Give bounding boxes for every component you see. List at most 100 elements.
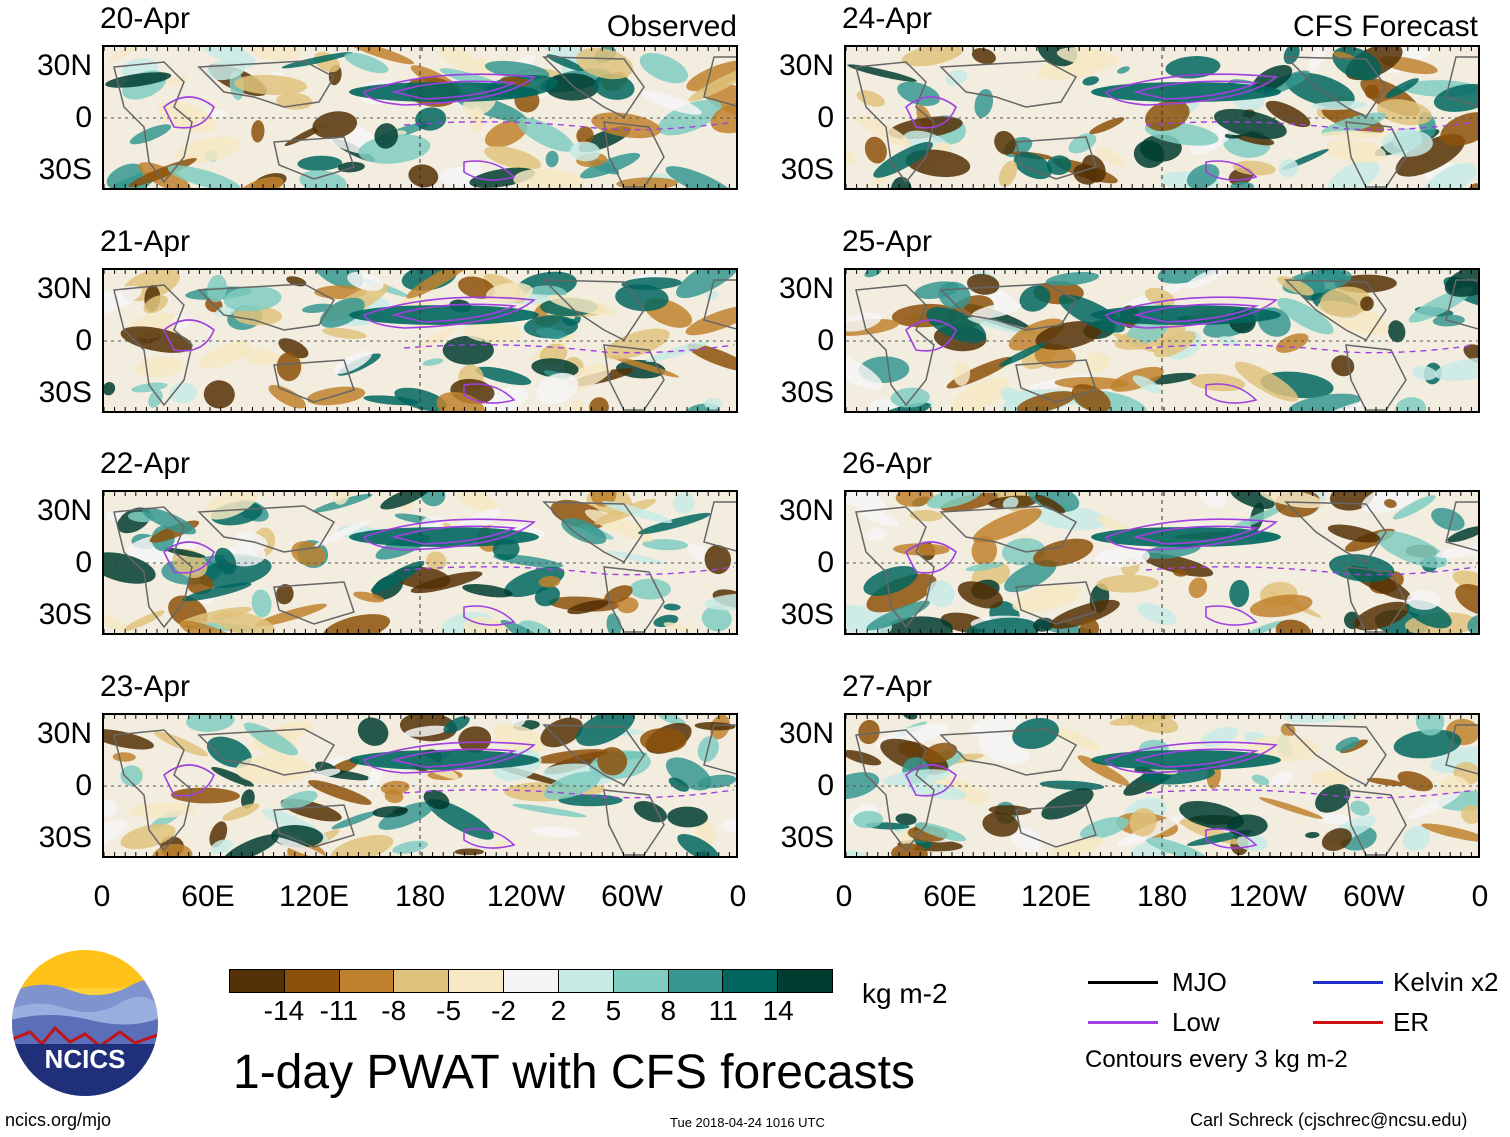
colorbar-swatch <box>449 970 505 992</box>
longitude-label: 0 <box>835 880 853 913</box>
pwat-anomaly-map <box>844 713 1480 858</box>
latitude-label: 30S <box>38 153 92 186</box>
panel-date: 23-Apr <box>100 670 191 703</box>
panel-date: 25-Apr <box>842 225 933 258</box>
legend-label-er: ER <box>1393 1007 1430 1037</box>
map-panel <box>102 490 738 635</box>
map-panel <box>102 45 738 190</box>
colorbar <box>229 969 833 993</box>
colorbar-swatch <box>613 970 669 992</box>
map-panel <box>844 268 1480 413</box>
colorbar-swatch <box>558 970 614 992</box>
latitude-label: 30N <box>778 49 834 82</box>
longitude-label: 60W <box>1343 880 1405 913</box>
cfs-forecast-label: CFS Forecast <box>1292 10 1478 43</box>
latitude-label: 30S <box>38 598 92 631</box>
colorbar-swatch <box>339 970 395 992</box>
footer-timestamp: Tue 2018-04-24 1016 UTC <box>670 1115 825 1130</box>
panel-date: 22-Apr <box>100 447 191 480</box>
colorbar-swatch <box>668 970 724 992</box>
longitude-label: 60W <box>601 880 663 913</box>
legend-line-kelvin <box>1313 981 1383 984</box>
colorbar-swatch <box>284 970 340 992</box>
map-panel <box>102 268 738 413</box>
pwat-anomaly-map <box>844 45 1480 190</box>
longitude-label: 120E <box>1020 880 1092 913</box>
longitude-label: 60E <box>923 880 977 913</box>
latitude-label: 0 <box>817 769 834 802</box>
latitude-label: 30S <box>780 376 834 409</box>
latitude-label: 30N <box>36 494 92 527</box>
panel-date: 26-Apr <box>842 447 933 480</box>
colorbar-swatch <box>504 970 559 992</box>
colorbar-swatch <box>230 970 285 992</box>
colorbar-tick-label: -14 <box>263 995 305 1026</box>
legend-line-mjo <box>1088 981 1158 984</box>
longitude-label: 0 <box>1471 880 1489 913</box>
latitude-label: 0 <box>75 324 92 357</box>
longitude-label: 0 <box>729 880 747 913</box>
latitude-label: 30N <box>778 717 834 750</box>
colorbar-units: kg m-2 <box>862 978 948 1009</box>
logo-text: NCICS <box>45 1044 126 1074</box>
contour-interval-note: Contours every 3 kg m-2 <box>1085 1046 1348 1073</box>
longitude-label: 180 <box>394 880 446 913</box>
latitude-label: 30N <box>778 494 834 527</box>
latitude-label: 30S <box>38 821 92 854</box>
observed-label: Observed <box>606 10 737 43</box>
colorbar-tick-label: 11 <box>708 995 738 1026</box>
latitude-label: 30N <box>36 717 92 750</box>
latitude-label: 0 <box>817 101 834 134</box>
colorbar-tick-label: -2 <box>491 995 516 1026</box>
latitude-label: 30N <box>36 49 92 82</box>
figure-title: 1-day PWAT with CFS forecasts <box>233 1046 915 1099</box>
footer-credit[interactable]: Carl Schreck (cjschrec@ncsu.edu) <box>1190 1110 1468 1130</box>
colorbar-tick-label: -11 <box>319 995 359 1026</box>
longitude-label: 120W <box>1228 880 1308 913</box>
panel-date: 20-Apr <box>100 2 191 35</box>
latitude-label: 0 <box>75 769 92 802</box>
legend-line-er <box>1313 1021 1383 1024</box>
panel-date: 21-Apr <box>100 225 191 258</box>
latitude-label: 30N <box>778 272 834 305</box>
latitude-label: 0 <box>75 546 92 579</box>
latitude-label: 30S <box>780 821 834 854</box>
legend-line-low <box>1088 1021 1158 1024</box>
map-panel <box>844 713 1480 858</box>
panel-date: 24-Apr <box>842 2 933 35</box>
latitude-label: 30N <box>36 272 92 305</box>
ncics-logo: NCICS <box>10 948 160 1098</box>
latitude-label: 0 <box>817 324 834 357</box>
colorbar-tick-label: -8 <box>381 995 407 1026</box>
pwat-anomaly-map <box>844 490 1480 635</box>
colorbar-tick-label: 5 <box>605 995 622 1026</box>
footer-url[interactable]: ncics.org/mjo <box>5 1110 112 1130</box>
colorbar-tick-label: -5 <box>436 995 462 1026</box>
longitude-label: 180 <box>1136 880 1188 913</box>
legend-label-kelvin: Kelvin x2 <box>1393 967 1499 997</box>
colorbar-tick-label: 8 <box>660 995 677 1026</box>
colorbar-swatch <box>723 970 779 992</box>
map-panel <box>102 713 738 858</box>
latitude-label: 30S <box>38 376 92 409</box>
latitude-label: 0 <box>75 101 92 134</box>
legend-label-mjo: MJO <box>1172 967 1227 997</box>
longitude-label: 120W <box>486 880 566 913</box>
longitude-label: 60E <box>181 880 235 913</box>
legend-label-low: Low <box>1172 1007 1220 1037</box>
colorbar-tick-label: 2 <box>550 995 567 1026</box>
longitude-label: 120E <box>278 880 350 913</box>
latitude-label: 30S <box>780 153 834 186</box>
pwat-anomaly-map <box>102 45 738 190</box>
map-panel <box>844 490 1480 635</box>
panel-date: 27-Apr <box>842 670 933 703</box>
colorbar-tick-label: 14 <box>762 995 794 1026</box>
colorbar-swatch <box>394 970 450 992</box>
pwat-anomaly-map <box>102 713 738 858</box>
pwat-anomaly-map <box>102 490 738 635</box>
longitude-label: 0 <box>93 880 111 913</box>
pwat-anomaly-map <box>102 268 738 413</box>
latitude-label: 30S <box>780 598 834 631</box>
colorbar-swatch <box>778 970 832 992</box>
pwat-anomaly-map <box>844 268 1480 413</box>
